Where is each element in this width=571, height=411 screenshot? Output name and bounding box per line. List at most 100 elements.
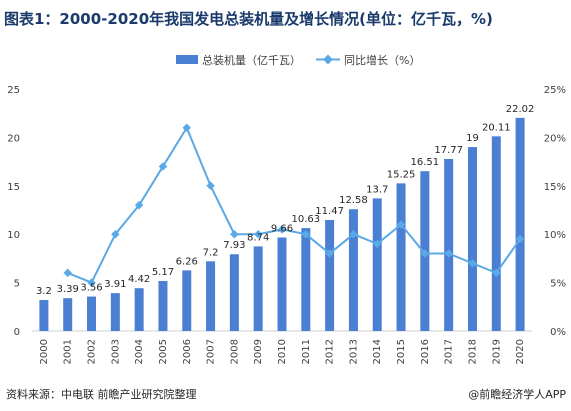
y-left-tick: 20 — [7, 133, 20, 144]
growth-point[interactable] — [349, 229, 358, 239]
bar[interactable] — [301, 228, 311, 331]
bar[interactable] — [467, 147, 477, 331]
bar-value-label: 7.2 — [203, 247, 219, 258]
growth-point[interactable] — [206, 181, 215, 191]
y-axis-left: 0 5 10 15 20 25 — [7, 85, 20, 338]
bar[interactable] — [325, 219, 335, 331]
x-tick-label: 2008 — [229, 339, 240, 364]
bar[interactable] — [39, 300, 49, 331]
source-note: 资料来源：中电联 前瞻产业研究院整理 — [6, 387, 197, 401]
y-right-tick: 0% — [550, 327, 566, 338]
y-right-tick: 20% — [544, 133, 566, 144]
x-tick-label: 2011 — [301, 339, 312, 364]
bar[interactable] — [158, 280, 168, 331]
bar-value-label: 11.47 — [315, 206, 344, 217]
legend-swatch-bars — [176, 55, 198, 64]
growth-point[interactable] — [444, 249, 453, 258]
x-tick-label: 2019 — [491, 339, 502, 364]
x-axis: 2000 2001 2002 2003 2004 2005 2006 2007 2008 2009… — [39, 339, 526, 364]
growth-point[interactable] — [396, 220, 406, 229]
bar-value-label: 6.26 — [176, 256, 198, 267]
bar-value-label: 3.56 — [80, 283, 102, 294]
line-series — [63, 123, 525, 287]
bar-value-label: 19 — [466, 133, 479, 144]
x-tick-label: 2014 — [372, 339, 383, 364]
x-tick-label: 2007 — [206, 339, 217, 364]
bar-value-label: 3.2 — [36, 286, 52, 297]
bar-value-label: 12.58 — [339, 195, 368, 206]
x-tick-label: 2017 — [444, 339, 455, 364]
x-tick-label: 2001 — [63, 339, 74, 364]
bar[interactable] — [110, 293, 120, 331]
growth-point[interactable] — [158, 162, 168, 171]
x-tick-label: 2006 — [182, 339, 193, 364]
x-tick-label: 2020 — [515, 339, 526, 364]
legend-label-bars: 总装机量（亿千瓦） — [202, 53, 301, 67]
bar[interactable] — [229, 254, 239, 331]
bar[interactable] — [253, 246, 263, 331]
growth-point[interactable] — [87, 278, 96, 287]
x-tick-label: 2012 — [325, 339, 336, 364]
x-tick-label: 2015 — [396, 339, 407, 364]
chart-title: 图表1：2000-2020年我国发电总装机量及增长情况(单位：亿千瓦，%) — [4, 10, 493, 28]
growth-point[interactable] — [301, 229, 311, 239]
bar[interactable] — [396, 183, 406, 331]
y-right-tick: 10% — [544, 230, 566, 241]
x-tick-label: 2009 — [253, 339, 264, 364]
x-tick-label: 2013 — [348, 339, 359, 364]
growth-point[interactable] — [325, 249, 334, 258]
bar[interactable] — [515, 117, 525, 331]
growth-point[interactable] — [372, 239, 382, 249]
y-right-tick: 15% — [544, 182, 566, 193]
y-left-tick: 5 — [14, 279, 20, 290]
bar[interactable] — [348, 209, 358, 331]
growth-point[interactable] — [492, 268, 501, 278]
x-tick-label: 2003 — [110, 339, 121, 364]
bar-value-label: 17.77 — [434, 145, 463, 156]
bar-value-label: 20.11 — [482, 122, 511, 133]
y-left-tick: 0 — [14, 327, 20, 338]
bar-value-label: 15.25 — [387, 169, 416, 180]
bar[interactable] — [277, 237, 287, 331]
growth-point[interactable] — [468, 258, 477, 268]
legend-item-bars[interactable]: 总装机量（亿千瓦） — [176, 53, 301, 67]
bar-value-label: 8.74 — [247, 232, 269, 243]
bar[interactable] — [63, 298, 73, 331]
growth-point[interactable] — [134, 200, 144, 210]
y-left-tick: 15 — [7, 182, 20, 193]
bar[interactable] — [134, 288, 144, 331]
y-axis-right: 0% 5% 10% 15% 20% 25% — [544, 85, 566, 338]
bar[interactable] — [87, 296, 97, 331]
growth-point[interactable] — [182, 123, 192, 132]
legend: 总装机量（亿千瓦） 同比增长（%） — [176, 53, 420, 67]
x-tick-label: 2000 — [39, 339, 50, 364]
bar-value-label: 4.42 — [128, 274, 150, 285]
x-tick-label: 2004 — [134, 339, 145, 364]
x-tick-label: 2010 — [277, 339, 288, 364]
bar[interactable] — [372, 198, 382, 331]
legend-item-line[interactable]: 同比增长（%） — [316, 53, 420, 67]
bar-data-labels: 3.2 3.39 3.56 3.91 4.425.176.26 7.2 7.938.749.… — [36, 104, 534, 297]
x-tick-label: 2002 — [87, 339, 98, 364]
growth-point[interactable] — [111, 229, 120, 239]
bar[interactable] — [444, 158, 454, 331]
bar-value-label: 3.39 — [57, 284, 79, 295]
bar-value-label: 3.91 — [104, 279, 126, 290]
bar[interactable] — [491, 136, 501, 331]
bar-series — [39, 117, 525, 331]
growth-point[interactable] — [63, 268, 72, 278]
growth-point[interactable] — [230, 229, 239, 239]
y-right-tick: 5% — [550, 279, 566, 290]
bar[interactable] — [206, 261, 216, 331]
y-left-tick: 25 — [7, 85, 20, 96]
legend-label-line: 同比增长（%） — [344, 53, 420, 67]
x-tick-label: 2018 — [467, 339, 478, 364]
growth-point[interactable] — [420, 249, 430, 258]
y-right-tick: 25% — [544, 85, 566, 96]
bar-value-label: 7.93 — [223, 240, 245, 251]
bar-value-label: 22.02 — [506, 104, 535, 115]
growth-point[interactable] — [277, 225, 287, 234]
legend-swatch-marker — [323, 54, 333, 65]
bar[interactable] — [182, 270, 192, 331]
